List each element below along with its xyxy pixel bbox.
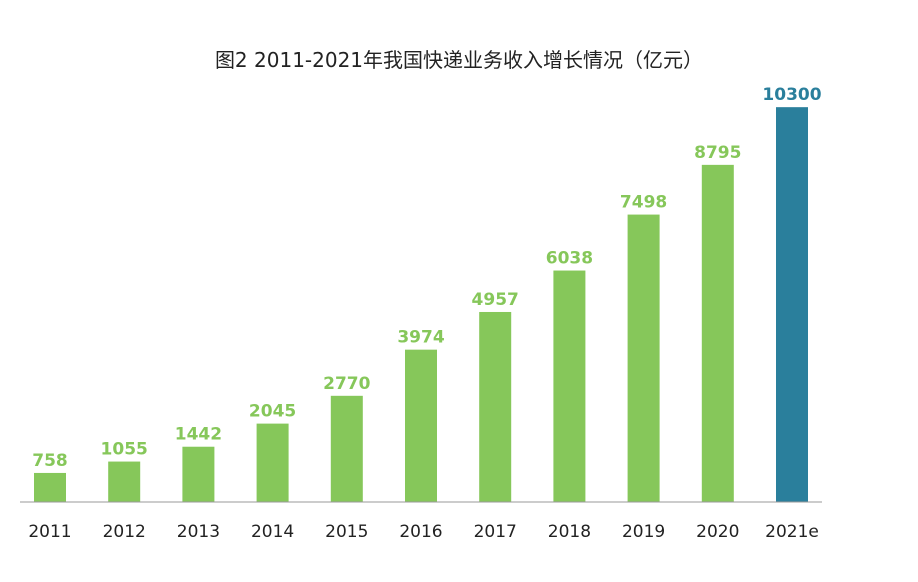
bar-2014 <box>256 423 289 502</box>
bar-2011 <box>34 472 66 502</box>
value-label-2014: 2045 <box>249 402 296 422</box>
bar-2016 <box>405 349 437 502</box>
value-label-2013: 1442 <box>175 425 222 445</box>
tick-label-2012: 2012 <box>103 522 146 542</box>
bar-2018 <box>553 270 586 502</box>
value-labels-group: 758 1055 1442 2045 2770 3974 4957 6038 7498 8795 1… <box>32 85 821 471</box>
value-label-2015: 2770 <box>323 374 370 394</box>
value-label-2012: 1055 <box>101 440 148 460</box>
tick-label-2014: 2014 <box>251 522 294 542</box>
value-label-2021e: 10300 <box>762 85 821 105</box>
bar-2017 <box>479 311 512 502</box>
tick-label-2011: 2011 <box>28 522 71 542</box>
tick-label-2018: 2018 <box>548 522 591 542</box>
chart-title: 图2 2011-2021年我国快递业务收入增长情况（亿元） <box>214 48 704 72</box>
bar-2021e <box>776 107 808 503</box>
tick-label-2013: 2013 <box>177 522 220 542</box>
value-label-2017: 4957 <box>472 290 519 310</box>
bar-2020 <box>701 164 734 502</box>
tick-label-2015: 2015 <box>325 522 368 542</box>
tick-label-2019: 2019 <box>622 522 665 542</box>
tick-label-2021e: 2021e <box>765 522 819 542</box>
bar-2019 <box>627 214 660 502</box>
value-label-2016: 3974 <box>397 328 444 348</box>
value-label-2019: 7498 <box>620 193 667 213</box>
tick-label-2020: 2020 <box>696 522 739 542</box>
value-label-2011: 758 <box>32 451 68 471</box>
bar-2013 <box>182 446 215 502</box>
tick-label-2017: 2017 <box>474 522 517 542</box>
value-label-2020: 8795 <box>694 143 741 163</box>
bars-group <box>34 107 808 503</box>
value-label-2018: 6038 <box>546 249 593 269</box>
bar-2015 <box>330 395 363 502</box>
tick-label-2016: 2016 <box>399 522 442 542</box>
tick-labels-group: 2011 2012 2013 2014 2015 2016 2017 2018 2019 2020… <box>28 522 819 542</box>
bar-2012 <box>108 461 141 502</box>
